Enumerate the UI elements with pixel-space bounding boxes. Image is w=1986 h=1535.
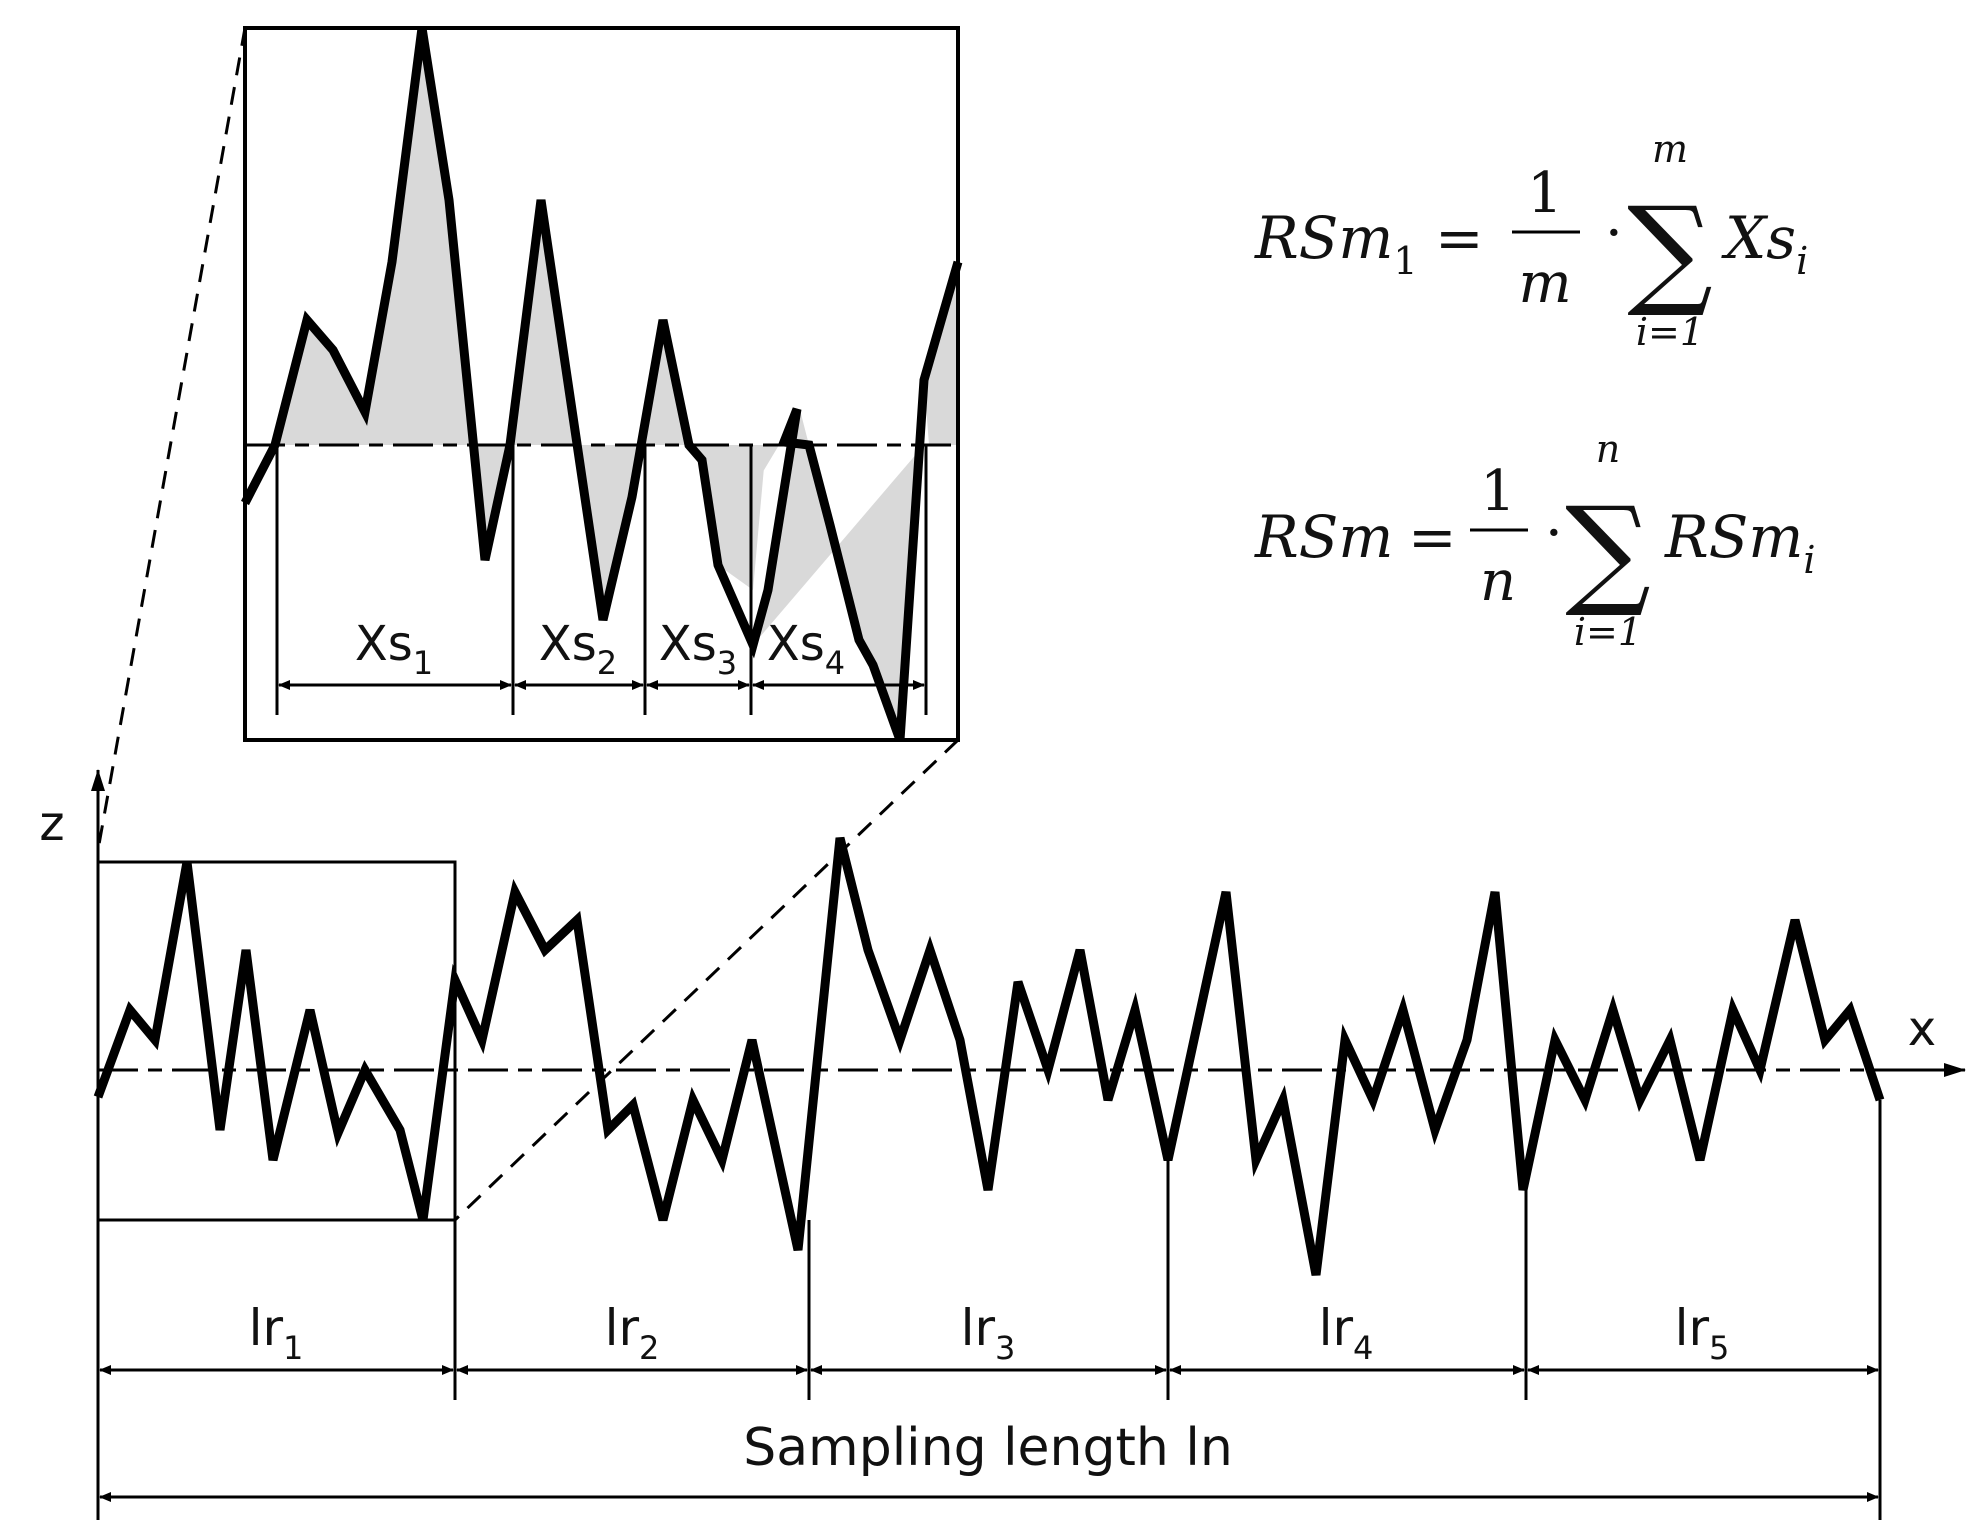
x-axis-label: x [1908,1001,1936,1057]
svg-text:∑: ∑ [1627,182,1713,321]
inset-fill-area [245,28,958,740]
svg-text:i=1: i=1 [1636,310,1704,354]
lr2-label: lr2 [605,1299,660,1367]
lr1-label: lr1 [249,1299,304,1367]
main-profile-curve [93,836,1885,1276]
zoom-inset: Xs1 Xs2 Xs3 Xs4 [241,26,963,742]
inset-segment-ticks [275,445,928,715]
lr3-label: lr3 [961,1299,1016,1367]
svg-text:RSmi: RSmi [1664,503,1816,582]
svg-text:i=1: i=1 [1574,610,1642,654]
sampling-ticks [96,1097,1882,1520]
zoom-source-rect [96,860,457,1222]
xs2-label: Xs2 [539,616,617,682]
lr4-label: lr4 [1319,1299,1374,1367]
svg-text:1: 1 [1527,161,1563,226]
main-profile-group: z x lr1 lr2 lr3 lr4 lr5 [39,769,1966,1520]
svg-text:=: = [1435,204,1484,272]
svg-text:n: n [1596,427,1620,471]
zoom-connector-left [96,27,247,851]
xs4-label: Xs4 [767,616,845,682]
inset-frame [243,26,960,742]
inset-profile-curve [241,27,963,742]
svg-text:n: n [1480,549,1516,614]
xs1-label: Xs1 [355,616,433,682]
z-axis-label: z [39,796,64,852]
svg-text:·: · [1605,201,1623,266]
lr5-label: lr5 [1675,1299,1730,1367]
svg-text:=: = [1408,503,1457,571]
svg-text:m: m [1518,251,1571,316]
sampling-length-label: Sampling length ln [743,1418,1233,1478]
svg-text:·: · [1545,501,1563,566]
formula-rsm1: RSm1 = 1 m · m ∑ i=1 Xsi [1254,127,1808,354]
zoom-connector-right [453,738,960,1222]
formula-rsm: RSm = 1 n · n ∑ i=1 RSmi [1254,427,1816,654]
svg-text:Xsi: Xsi [1721,204,1808,283]
svg-text:RSm: RSm [1254,503,1393,571]
svg-text:RSm1: RSm1 [1254,204,1418,283]
svg-text:1: 1 [1480,459,1516,524]
xs3-label: Xs3 [659,616,737,682]
svg-text:∑: ∑ [1565,482,1651,621]
svg-text:m: m [1652,127,1688,171]
